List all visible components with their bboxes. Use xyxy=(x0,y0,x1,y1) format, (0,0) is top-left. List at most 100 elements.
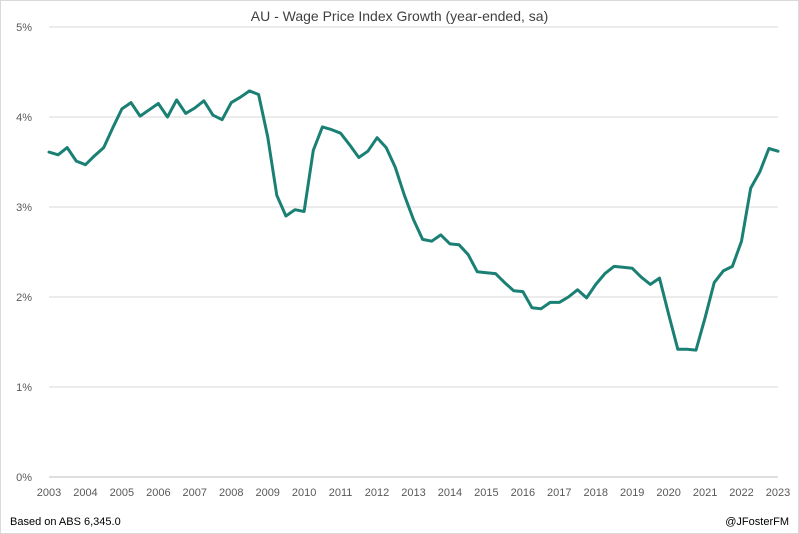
y-tick-label: 2% xyxy=(16,292,32,304)
data-point xyxy=(421,238,424,241)
data-point xyxy=(458,243,461,246)
data-point xyxy=(521,290,524,293)
data-point xyxy=(603,272,606,275)
x-tick-label: 2003 xyxy=(37,487,61,499)
data-point xyxy=(694,349,697,352)
data-point xyxy=(312,149,315,152)
x-tick-label: 2012 xyxy=(365,487,389,499)
data-point xyxy=(685,348,688,351)
author-credit: @JFosterFM xyxy=(725,516,789,528)
data-point xyxy=(631,267,634,270)
x-tick-label: 2021 xyxy=(693,487,717,499)
x-tick-label: 2008 xyxy=(219,487,243,499)
data-point xyxy=(549,301,552,304)
x-tick-label: 2006 xyxy=(146,487,170,499)
data-point xyxy=(777,150,780,153)
data-point xyxy=(102,146,105,149)
data-point xyxy=(749,187,752,190)
data-point xyxy=(430,240,433,243)
x-tick-label: 2019 xyxy=(620,487,644,499)
data-point xyxy=(348,143,351,146)
data-point xyxy=(330,128,333,131)
series-line xyxy=(47,89,780,352)
data-point xyxy=(530,306,533,309)
data-point xyxy=(658,277,661,280)
data-point xyxy=(294,208,297,211)
data-point xyxy=(467,253,470,256)
x-tick-label: 2020 xyxy=(656,487,680,499)
x-tick-label: 2004 xyxy=(73,487,97,499)
data-point xyxy=(321,125,324,128)
y-tick-label: 3% xyxy=(16,202,32,214)
x-tick-label: 2017 xyxy=(547,487,571,499)
source-note: Based on ABS 6,345.0 xyxy=(10,516,121,528)
data-point xyxy=(512,289,515,292)
data-point xyxy=(275,194,278,197)
data-point xyxy=(594,283,597,286)
x-tick-label: 2005 xyxy=(110,487,134,499)
data-point xyxy=(640,276,643,279)
data-point xyxy=(485,271,488,274)
data-point xyxy=(612,265,615,268)
x-tick-label: 2010 xyxy=(292,487,316,499)
data-point xyxy=(494,272,497,275)
data-point xyxy=(357,156,360,159)
data-point xyxy=(376,136,379,139)
x-tick-label: 2023 xyxy=(766,487,790,499)
x-tick-label: 2014 xyxy=(438,487,462,499)
data-point xyxy=(412,218,415,221)
data-point xyxy=(731,265,734,268)
data-point xyxy=(75,160,78,163)
data-point xyxy=(722,269,725,272)
data-point xyxy=(157,102,160,105)
data-point xyxy=(394,166,397,169)
data-point xyxy=(48,151,51,154)
data-point xyxy=(193,107,196,110)
data-point xyxy=(758,170,761,173)
data-point xyxy=(166,116,169,119)
data-point xyxy=(676,348,679,351)
x-tick-label: 2016 xyxy=(511,487,535,499)
data-point xyxy=(740,240,743,243)
x-tick-label: 2007 xyxy=(183,487,207,499)
data-point xyxy=(139,115,142,118)
y-tick-label: 5% xyxy=(16,22,32,34)
data-point xyxy=(66,146,69,149)
data-point xyxy=(148,108,151,111)
data-point xyxy=(84,163,87,166)
data-point xyxy=(212,114,215,117)
data-point xyxy=(266,135,269,138)
x-tick-label: 2011 xyxy=(329,487,353,499)
data-point xyxy=(439,233,442,236)
data-point xyxy=(622,266,625,269)
data-point xyxy=(567,296,570,299)
data-point xyxy=(230,101,233,104)
x-tick-label: 2015 xyxy=(474,487,498,499)
data-point xyxy=(476,270,479,273)
x-tick-label: 2009 xyxy=(255,487,279,499)
data-point xyxy=(767,147,770,150)
data-point xyxy=(339,132,342,135)
y-tick-label: 1% xyxy=(16,382,32,394)
x-tick-label: 2013 xyxy=(401,487,425,499)
data-point xyxy=(175,98,178,101)
data-point xyxy=(57,153,60,156)
data-point xyxy=(239,96,242,99)
data-point xyxy=(111,126,114,129)
data-point xyxy=(366,150,369,153)
data-point xyxy=(448,242,451,245)
data-point xyxy=(540,307,543,310)
data-point xyxy=(503,281,506,284)
data-point xyxy=(221,118,224,121)
x-tick-label: 2018 xyxy=(584,487,608,499)
data-point xyxy=(558,301,561,304)
data-point xyxy=(93,154,96,157)
y-tick-label: 4% xyxy=(16,112,32,124)
data-point xyxy=(576,288,579,291)
data-point xyxy=(202,99,205,102)
data-point xyxy=(120,107,123,110)
data-point xyxy=(385,146,388,149)
data-point xyxy=(649,283,652,286)
x-tick-label: 2022 xyxy=(729,487,753,499)
